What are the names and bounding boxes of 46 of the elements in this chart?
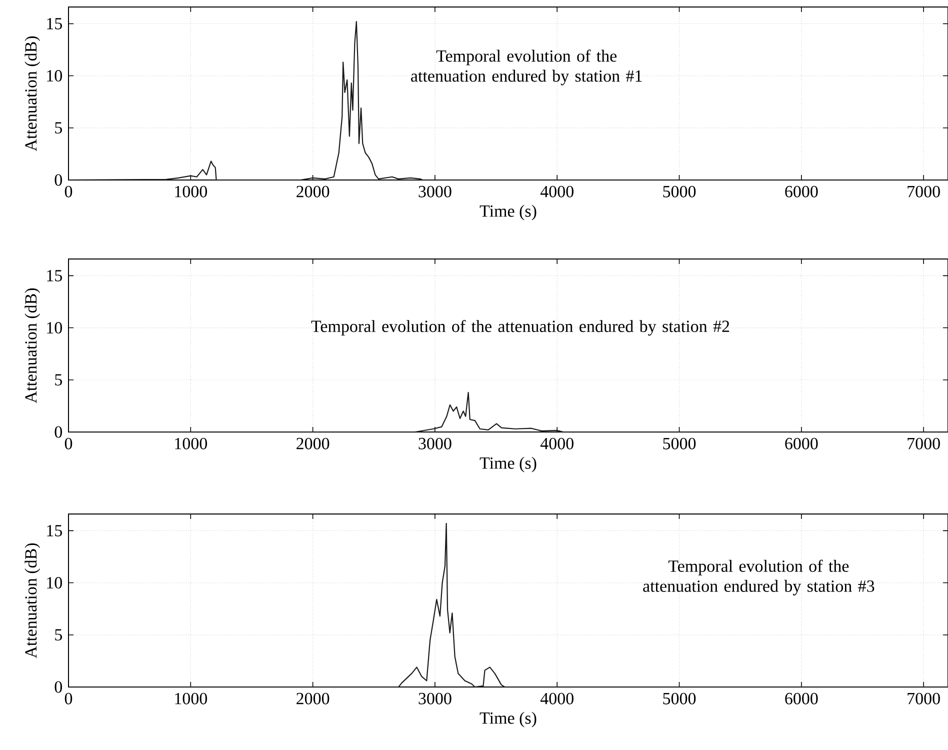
y-axis-title: Attenuation (dB)	[24, 36, 40, 152]
x-tick-label: 2000	[296, 692, 330, 704]
y-tick-label: 5	[55, 629, 62, 641]
x-tick-label: 6000	[785, 186, 818, 198]
y-tick-label: 15	[47, 270, 62, 282]
y-axis-title: Attenuation (dB)	[24, 288, 40, 404]
line-series	[68, 392, 948, 432]
x-tick-label: 7000	[908, 186, 940, 198]
x-tick-label: 7000	[908, 438, 940, 450]
annotation: Temporal evolution of the attenuation endured by station #3	[643, 560, 874, 596]
x-tick-label: 3000	[418, 186, 452, 198]
x-tick-label: 0	[64, 438, 72, 450]
x-tick-label: 5000	[663, 692, 696, 704]
x-tick-label: 6000	[785, 692, 818, 704]
x-tick-label: 1000	[175, 186, 208, 198]
y-tick-label: 5	[55, 122, 62, 134]
y-tick-label: 15	[47, 524, 62, 536]
x-tick-label: 3000	[418, 438, 452, 450]
y-axis-title: Attenuation (dB)	[24, 543, 40, 658]
x-axis-title: Time (s)	[480, 204, 536, 220]
x-tick-label: 1000	[175, 692, 208, 704]
x-tick-label: 5000	[663, 186, 696, 198]
y-tick-label: 5	[55, 374, 62, 386]
x-tick-label: 0	[64, 186, 72, 198]
x-tick-label: 4000	[540, 438, 574, 450]
x-tick-label: 4000	[540, 186, 574, 198]
x-axis-title: Time (s)	[480, 456, 536, 472]
x-tick-label: 2000	[296, 186, 330, 198]
y-tick-label: 15	[47, 18, 62, 30]
x-tick-label: 4000	[540, 692, 574, 704]
x-tick-label: 3000	[418, 692, 452, 704]
y-tick-label: 0	[54, 174, 62, 186]
y-tick-label: 10	[47, 70, 62, 82]
x-axis-title: Time (s)	[480, 712, 536, 728]
x-tick-label: 6000	[785, 438, 818, 450]
x-tick-label: 0	[64, 692, 72, 704]
annotation: Temporal evolution of the attenuation endured by station #1	[411, 50, 642, 86]
x-tick-label: 7000	[908, 692, 940, 704]
x-tick-label: 1000	[175, 438, 208, 450]
y-tick-label: 0	[54, 681, 62, 693]
x-tick-label: 2000	[296, 438, 330, 450]
y-tick-label: 0	[54, 426, 62, 438]
y-tick-label: 10	[47, 577, 62, 589]
annotation: Temporal evolution of the attenuation endured by station #2	[311, 320, 730, 336]
x-tick-label: 5000	[663, 438, 696, 450]
y-tick-label: 10	[47, 322, 62, 334]
